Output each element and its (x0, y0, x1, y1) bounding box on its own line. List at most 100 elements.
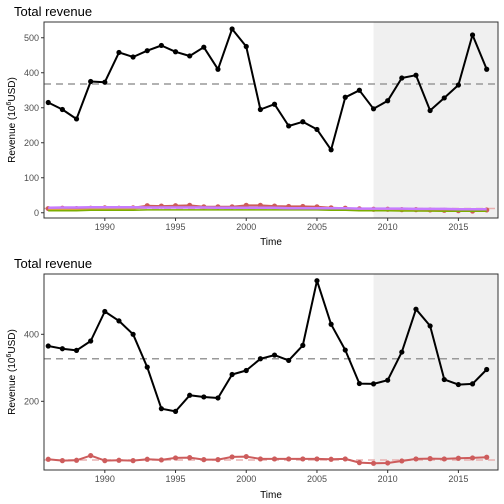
data-point (116, 318, 122, 324)
data-point (172, 455, 179, 461)
data-point (229, 26, 235, 32)
data-point (243, 367, 249, 374)
x-tick-label: 1990 (95, 222, 115, 232)
data-point (455, 82, 461, 88)
data-point (243, 43, 249, 50)
data-point (172, 49, 179, 55)
data-point (455, 381, 461, 388)
data-point (314, 278, 320, 284)
data-point (215, 66, 221, 72)
data-point (271, 101, 278, 107)
y-axis-label: Revenue (106USD) (6, 329, 18, 415)
data-point (102, 308, 108, 315)
data-point (88, 338, 94, 344)
data-point (370, 106, 377, 112)
data-point (342, 94, 348, 100)
data-point (45, 456, 51, 462)
data-point (73, 347, 80, 353)
x-tick-label: 2005 (307, 474, 327, 484)
data-point (201, 457, 207, 463)
data-point (342, 347, 348, 353)
data-point (427, 323, 433, 329)
y-axis-label: Revenue (106USD) (6, 77, 18, 163)
data-point (243, 453, 249, 460)
data-point (356, 87, 362, 93)
x-axis-label: Time (260, 490, 282, 501)
data-point (187, 455, 193, 461)
data-point (144, 364, 150, 370)
shaded-region (373, 22, 498, 218)
data-point (399, 349, 405, 355)
data-point (102, 79, 108, 85)
data-point (300, 342, 306, 348)
data-point (370, 381, 377, 387)
data-point (158, 457, 164, 463)
data-point (102, 458, 108, 464)
data-point (413, 306, 419, 312)
data-point (413, 456, 419, 462)
series-line-3 (48, 209, 487, 213)
x-tick-label: 2010 (378, 474, 398, 484)
data-point (469, 455, 476, 461)
data-point (469, 381, 476, 387)
data-point (59, 106, 65, 113)
data-point (427, 107, 433, 114)
data-point (73, 457, 80, 463)
x-tick-label: 2010 (378, 222, 398, 232)
data-point (413, 72, 419, 78)
data-point (314, 126, 320, 133)
data-point (385, 460, 391, 466)
data-point (130, 331, 136, 337)
x-tick-label: 2005 (307, 222, 327, 232)
data-point (116, 457, 122, 463)
data-point (158, 42, 164, 49)
data-point (215, 395, 221, 401)
data-point (286, 123, 292, 129)
x-tick-label: 1990 (95, 474, 115, 484)
data-point (441, 456, 447, 462)
x-tick-label: 2000 (236, 222, 256, 232)
data-point (187, 392, 193, 398)
panel-border (43, 21, 499, 219)
data-point (172, 408, 179, 414)
y-tick-label: 200 (24, 396, 39, 406)
data-point (328, 456, 334, 462)
panel-border (43, 273, 499, 471)
data-point (370, 460, 377, 466)
x-tick-label: 2015 (448, 474, 468, 484)
data-point (59, 346, 65, 352)
data-point (88, 78, 94, 85)
data-point (271, 352, 278, 358)
data-point (257, 456, 263, 462)
y-tick-label: 0 (34, 208, 39, 218)
series-line-4 (48, 205, 487, 211)
y-tick-label: 300 (24, 103, 39, 113)
x-tick-label: 1995 (166, 474, 186, 484)
data-point (73, 116, 80, 122)
chart-1: 1990 1995 2000 2005 2010 2015 0 100 200 300 400 500… (6, 21, 499, 248)
data-point (399, 458, 405, 464)
data-point (399, 75, 405, 81)
data-point (469, 32, 476, 38)
data-point (455, 455, 461, 461)
data-point (257, 106, 263, 113)
data-point (356, 380, 362, 387)
data-point (441, 376, 447, 383)
data-point (144, 48, 150, 54)
data-point (45, 343, 51, 349)
data-point (215, 457, 221, 463)
data-point (300, 119, 306, 125)
data-point (356, 460, 362, 466)
data-point (88, 452, 94, 459)
data-point (229, 454, 235, 460)
y-tick-label: 500 (24, 33, 39, 43)
x-tick-label: 1995 (166, 222, 186, 232)
data-point (187, 53, 193, 59)
data-point (441, 95, 447, 101)
chart-2: 1990 1995 2000 2005 2010 2015 200 400 Time Revenu… (6, 273, 499, 501)
data-point (385, 98, 391, 104)
chart-2-title: Total revenue (14, 256, 93, 271)
data-point (201, 44, 207, 50)
data-point (385, 377, 391, 383)
